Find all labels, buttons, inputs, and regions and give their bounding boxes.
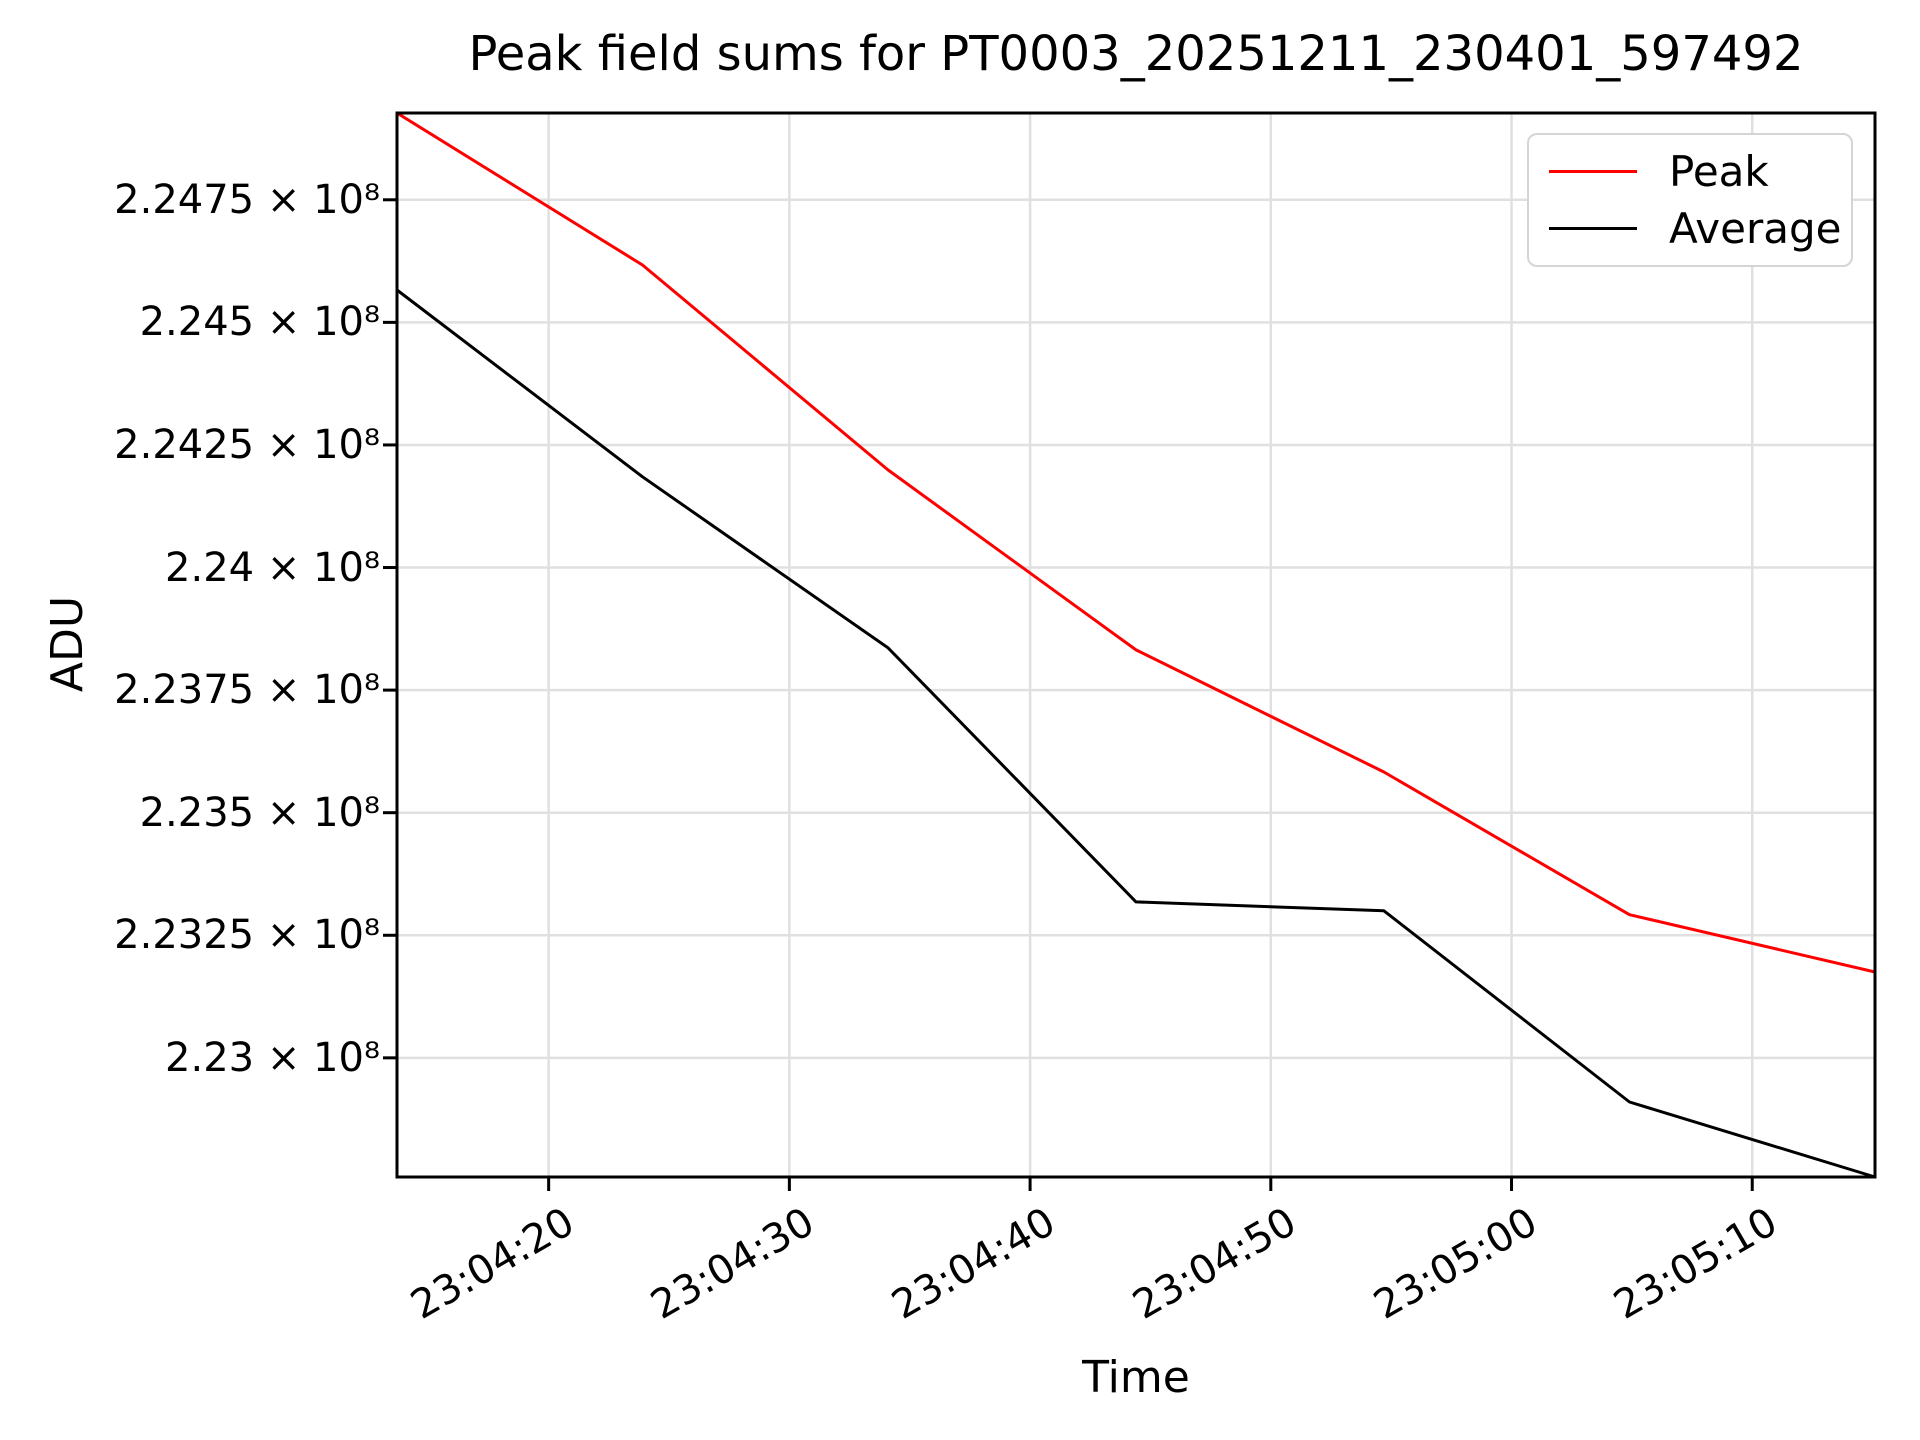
chart-title: Peak field sums for PT0003_20251211_2304… [468, 26, 1804, 82]
x-axis-label: Time [1082, 1352, 1190, 1403]
legend-label-peak: Peak [1669, 147, 1769, 196]
legend-label-average: Average [1669, 204, 1842, 253]
average-line-sample [1549, 227, 1637, 230]
y-tick-label: 2.2425 × 10⁸ [114, 421, 380, 468]
legend-entry-average: Average [1529, 204, 1851, 253]
y-tick-label: 2.23 × 10⁸ [165, 1034, 380, 1081]
plot-frame [395, 111, 1877, 1179]
y-axis-label: ADU [42, 595, 93, 693]
peak-line-sample [1549, 170, 1637, 173]
y-tick-label: 2.24 × 10⁸ [165, 544, 380, 591]
y-tick-label: 2.2475 × 10⁸ [114, 176, 380, 223]
y-tick-label: 2.2325 × 10⁸ [114, 912, 380, 959]
y-tick-label: 2.2375 × 10⁸ [114, 667, 380, 714]
y-tick-label: 2.245 × 10⁸ [139, 299, 380, 346]
average-line [396, 288, 1876, 1179]
y-tick-label: 2.235 × 10⁸ [139, 789, 380, 836]
legend: Peak Average [1527, 133, 1853, 267]
legend-entry-peak: Peak [1529, 147, 1851, 196]
peak-line [396, 111, 1876, 974]
